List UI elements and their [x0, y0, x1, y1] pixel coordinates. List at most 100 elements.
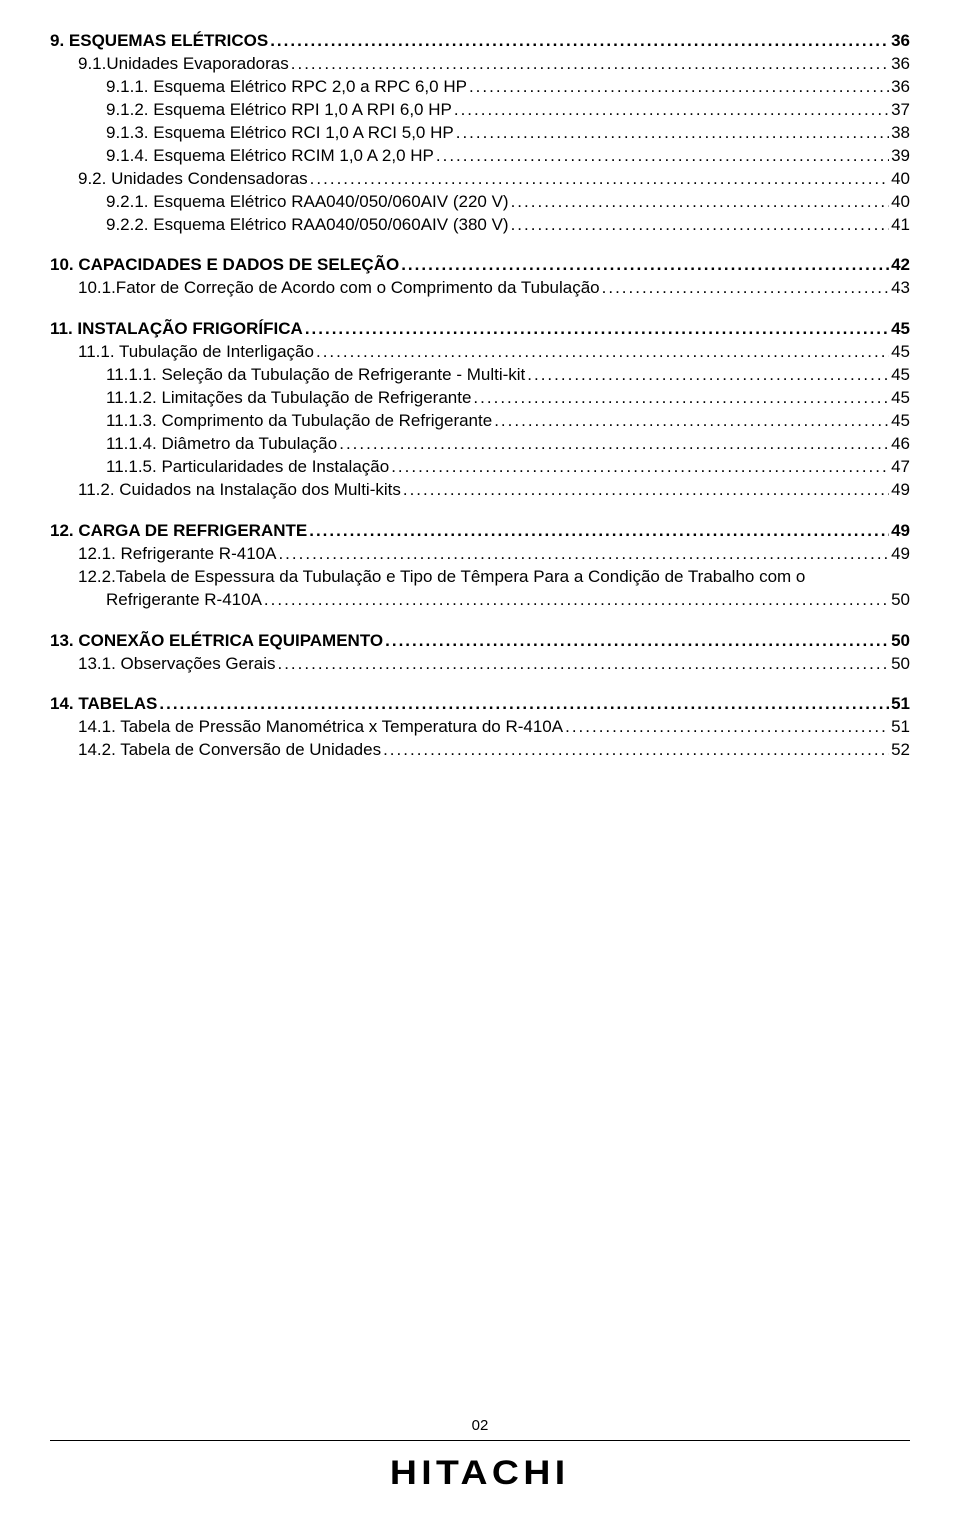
toc-dots [270, 30, 889, 53]
toc-entry-page: 49 [891, 479, 910, 502]
toc-dots [473, 387, 889, 410]
toc-dots [454, 99, 889, 122]
toc-entry-page: 49 [891, 543, 910, 566]
toc-entry-wrapped: 12.2.Tabela de Espessura da Tubulação e … [50, 566, 910, 589]
toc-entry-text: 9.1.Unidades Evaporadoras [78, 53, 289, 76]
toc-entry-text: 9.1.4. Esquema Elétrico RCIM 1,0 A 2,0 H… [106, 145, 434, 168]
toc-dots [602, 277, 889, 300]
toc-entry: 9.1.2. Esquema Elétrico RPI 1,0 A RPI 6,… [50, 99, 910, 122]
toc-entry-page: 36 [891, 30, 910, 53]
toc-entry-page: 47 [891, 456, 910, 479]
toc-entry: Refrigerante R-410A 50 [50, 589, 910, 612]
toc-dots [527, 364, 889, 387]
toc-entry: 14. TABELAS 51 [50, 693, 910, 716]
toc-entry-page: 45 [891, 387, 910, 410]
toc-entry-text: 9.1.1. Esquema Elétrico RPC 2,0 a RPC 6,… [106, 76, 467, 99]
toc-entry: 11.1.4. Diâmetro da Tubulação46 [50, 433, 910, 456]
toc-dots [436, 145, 889, 168]
toc-dots [511, 191, 890, 214]
toc-entry: 9.1.4. Esquema Elétrico RCIM 1,0 A 2,0 H… [50, 145, 910, 168]
toc-entry-text: 14. TABELAS [50, 693, 157, 716]
toc-entry-page: 43 [891, 277, 910, 300]
toc-entry-page: 45 [891, 410, 910, 433]
toc-entry-text: 13.1. Observações Gerais [78, 653, 275, 676]
toc-entry: 11.1. Tubulação de Interligação 45 [50, 341, 910, 364]
toc-entry-page: 41 [891, 214, 910, 237]
toc-dots [277, 653, 889, 676]
toc-dots [310, 168, 889, 191]
toc-entry-page: 42 [891, 254, 910, 277]
toc-entry-text: 11.1.5. Particularidades de Instalação [106, 456, 389, 479]
toc-dots [456, 122, 889, 145]
toc-entry: 14.1. Tabela de Pressão Manométrica x Te… [50, 716, 910, 739]
toc-entry-page: 40 [891, 168, 910, 191]
toc-entry-page: 50 [891, 589, 910, 612]
toc-entry-page: 38 [891, 122, 910, 145]
toc-entry-text: 9.2. Unidades Condensadoras [78, 168, 308, 191]
toc-dots [278, 543, 889, 566]
toc-entry-text: 11.1.3. Comprimento da Tubulação de Refr… [106, 410, 492, 433]
toc-entry-text: 9.1.2. Esquema Elétrico RPI 1,0 A RPI 6,… [106, 99, 452, 122]
toc-entry-page: 50 [891, 630, 910, 653]
toc-dots [469, 76, 889, 99]
toc-entry-page: 52 [891, 739, 910, 762]
toc-entry-page: 51 [891, 716, 910, 739]
toc-entry-text: 11. INSTALAÇÃO FRIGORÍFICA [50, 318, 303, 341]
toc-entry: 9.2. Unidades Condensadoras 40 [50, 168, 910, 191]
toc-entry-page: 40 [891, 191, 910, 214]
toc-dots [316, 341, 889, 364]
toc-content: 9. ESQUEMAS ELÉTRICOS369.1.Unidades Evap… [50, 30, 910, 1416]
toc-entry: 11.1.1. Seleção da Tubulação de Refriger… [50, 364, 910, 387]
toc-entry-page: 50 [891, 653, 910, 676]
toc-entry: 11.1.2. Limitações da Tubulação de Refri… [50, 387, 910, 410]
toc-dots [494, 410, 889, 433]
toc-entry: 9.1.1. Esquema Elétrico RPC 2,0 a RPC 6,… [50, 76, 910, 99]
toc-entry: 10.1.Fator de Correção de Acordo com o C… [50, 277, 910, 300]
toc-entry-page: 45 [891, 318, 910, 341]
toc-dots [291, 53, 889, 76]
toc-entry-page: 39 [891, 145, 910, 168]
footer-divider [50, 1440, 910, 1441]
footer-page-number: 02 [50, 1416, 910, 1440]
toc-entry: 11.2. Cuidados na Instalação dos Multi-k… [50, 479, 910, 502]
toc-dots [383, 739, 889, 762]
toc-entry: 9.2.1. Esquema Elétrico RAA040/050/060AI… [50, 191, 910, 214]
toc-entry-page: 45 [891, 364, 910, 387]
toc-entry-text: 9.2.1. Esquema Elétrico RAA040/050/060AI… [106, 191, 509, 214]
toc-dots [401, 254, 889, 277]
toc-entry-text: 14.1. Tabela de Pressão Manométrica x Te… [78, 716, 563, 739]
toc-dots [403, 479, 889, 502]
toc-entry: 11.1.3. Comprimento da Tubulação de Refr… [50, 410, 910, 433]
toc-dots [565, 716, 889, 739]
toc-entry-page: 36 [891, 53, 910, 76]
toc-entry: 9.1.3. Esquema Elétrico RCI 1,0 A RCI 5,… [50, 122, 910, 145]
toc-dots [309, 520, 889, 543]
toc-entry-page: 51 [891, 693, 910, 716]
toc-entry-page: 45 [891, 341, 910, 364]
toc-entry-text: 10.1.Fator de Correção de Acordo com o C… [78, 277, 600, 300]
toc-dots [305, 318, 889, 341]
toc-entry-text: 9. ESQUEMAS ELÉTRICOS [50, 30, 268, 53]
toc-entry-text: 11.1.1. Seleção da Tubulação de Refriger… [106, 364, 525, 387]
page-footer: 02 HITACHI [50, 1416, 910, 1497]
toc-entry-text: 9.1.3. Esquema Elétrico RCI 1,0 A RCI 5,… [106, 122, 454, 145]
toc-entry: 9.2.2. Esquema Elétrico RAA040/050/060AI… [50, 214, 910, 237]
toc-entry: 9. ESQUEMAS ELÉTRICOS 36 [50, 30, 910, 53]
toc-entry: 11.1.5. Particularidades de Instalação 47 [50, 456, 910, 479]
toc-entry-text: 11.1.2. Limitações da Tubulação de Refri… [106, 387, 471, 410]
toc-entry-text: Refrigerante R-410A [106, 589, 262, 612]
toc-entry-text: 9.2.2. Esquema Elétrico RAA040/050/060AI… [106, 214, 509, 237]
toc-dots [391, 456, 889, 479]
toc-entry: 12.1. Refrigerante R-410A49 [50, 543, 910, 566]
toc-entry-text: 12. CARGA DE REFRIGERANTE [50, 520, 307, 543]
toc-entry: 9.1.Unidades Evaporadoras 36 [50, 53, 910, 76]
toc-entry: 14.2. Tabela de Conversão de Unidades 52 [50, 739, 910, 762]
toc-dots [511, 214, 890, 237]
toc-entry-page: 36 [891, 76, 910, 99]
toc-entry-text: 14.2. Tabela de Conversão de Unidades [78, 739, 381, 762]
toc-entry-text: 11.1. Tubulação de Interligação [78, 341, 314, 364]
toc-entry-page: 46 [891, 433, 910, 456]
toc-entry: 10. CAPACIDADES E DADOS DE SELEÇÃO 42 [50, 254, 910, 277]
toc-entry: 13. CONEXÃO ELÉTRICA EQUIPAMENTO 50 [50, 630, 910, 653]
toc-dots [264, 589, 889, 612]
